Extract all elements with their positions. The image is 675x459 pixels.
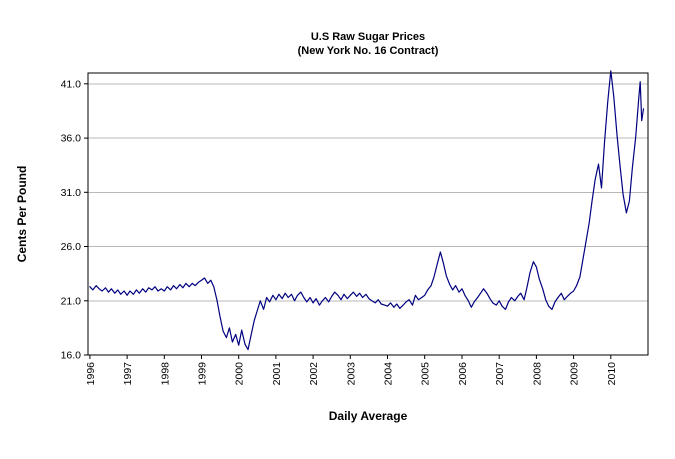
y-axis-ticks: 16.0 21.0 26.0 31.0 36.0 41.0 [61, 78, 88, 362]
x-tick-label: 2004 [383, 362, 395, 386]
x-tick-label: 2005 [420, 362, 432, 386]
chart-title: U.S Raw Sugar Prices [311, 31, 425, 43]
price-series-line [89, 70, 645, 351]
x-tick-label: 2001 [271, 362, 283, 386]
x-tick-label: 1997 [122, 362, 134, 386]
y-tick-label: 36.0 [61, 133, 82, 145]
x-tick-label: 1998 [159, 362, 171, 386]
gridlines [88, 83, 648, 302]
x-tick-label: 2000 [234, 362, 246, 386]
x-tick-label: 1996 [85, 362, 97, 386]
x-tick-label: 1999 [197, 362, 209, 386]
y-tick-label: 41.0 [61, 78, 82, 90]
x-tick-label: 2002 [308, 362, 320, 386]
y-tick-label: 26.0 [61, 241, 82, 253]
x-tick-label: 2009 [569, 362, 581, 386]
y-tick-label: 31.0 [61, 187, 82, 199]
chart-subtitle: (New York No. 16 Contract) [298, 45, 439, 57]
x-tick-label: 2007 [494, 362, 506, 386]
x-tick-label: 2008 [531, 362, 543, 386]
x-tick-label: 2006 [457, 362, 469, 386]
x-tick-label: 2010 [606, 362, 618, 386]
x-tick-label: 2003 [345, 362, 357, 386]
x-axis-ticks: 1996 1997 1998 1999 2000 2001 2002 2003 2004 2005… [85, 355, 618, 385]
y-axis-label: Cents Per Pound [15, 166, 29, 263]
x-axis-label: Daily Average [329, 409, 408, 423]
plot-area [87, 72, 649, 356]
y-tick-label: 21.0 [61, 295, 82, 307]
y-tick-label: 16.0 [61, 350, 82, 362]
